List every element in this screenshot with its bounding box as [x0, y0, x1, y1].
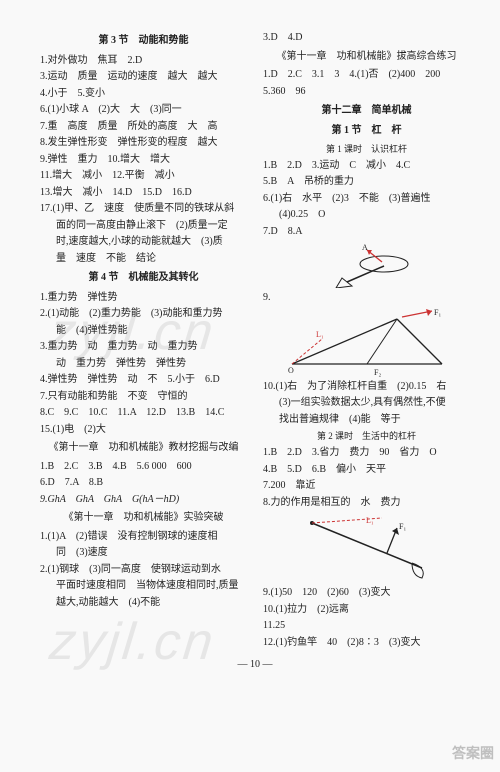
left-column: 第 3 节 动能和势能 1.对外做功 焦耳 2.D 3.运动 质量 运动的速度 …: [40, 30, 247, 651]
group-3-title: 《第十一章 功和机械能》拔高综合练习: [263, 49, 470, 66]
ch12-k2: 第 2 课时 生活中的杠杆: [263, 429, 470, 444]
k1-6a: 6.(1)右 水平 (2)3 不能 (3)普遍性: [263, 191, 470, 208]
label-l1: L₁: [316, 330, 324, 339]
corner-brand: 答案圈: [452, 743, 494, 766]
lever-diagram-a: A: [312, 242, 422, 288]
g2-2b: 平面时速度相同 当物体速度相同时,质量: [40, 578, 247, 595]
k2-9: 9.(1)50 120 (2)60 (3)变大: [263, 585, 470, 602]
group-1-title: 《第十一章 功和机械能》教材挖掘与改编: [40, 440, 247, 457]
ch12-title: 第十二章 简单机械: [263, 103, 470, 120]
ch12-k1: 第 1 课时 认识杠杆: [263, 142, 470, 157]
ans-4-3b: 动 重力势 弹性势 弹性势: [40, 356, 247, 373]
ans-3-17a: 17.(1)甲、乙 速度 使质量不同的铁球从斜: [40, 201, 247, 218]
g3-1: 1.D 2.C 3.1 3 4.(1)否 (2)400 200: [263, 67, 470, 84]
ans-3-6: 6.(1)小球 A (2)大 大 (3)同一: [40, 102, 247, 119]
ans-4-4: 4.弹性势 弹性势 动 不 5.小于 6.D: [40, 372, 247, 389]
ans-4-1: 1.重力势 弹性势: [40, 290, 247, 307]
k2-1: 1.B 2.D 3.省力 费力 90 省力 O: [263, 445, 470, 462]
ans-3-4: 4.小于 5.变小: [40, 86, 247, 103]
lever-diagram-9: F₁ O F₂ L₁: [282, 309, 452, 377]
k1-10c: 找出普遍规律 (4)能 等于: [263, 412, 470, 429]
k1-7: 7.D 8.A: [263, 224, 470, 241]
ans-3-8: 8.发生弹性形变 弹性形变的程度 越大: [40, 135, 247, 152]
ch12-s1: 第 1 节 杠 杆: [263, 123, 470, 140]
label-f2: F₂: [374, 368, 381, 377]
r-top: 3.D 4.D: [263, 30, 470, 47]
ans-3-17c: 时,速度越大,小球的动能就越大 (3)质: [40, 234, 247, 251]
k1-1: 1.B 2.D 3.运动 C 减小 4.C: [263, 158, 470, 175]
ans-4-8: 8.C 9.C 10.C 11.A 12.D 13.B 14.C: [40, 405, 247, 422]
k1-5: 5.B A 吊桥的重力: [263, 174, 470, 191]
ans-4-3a: 3.重力势 动 重力势 动 重力势: [40, 339, 247, 356]
label-f1b: F₁: [399, 522, 406, 531]
label-o: O: [288, 366, 294, 375]
g3-5: 5.360 96: [263, 84, 470, 101]
k2-10: 10.(1)拉力 (2)远离: [263, 602, 470, 619]
k1-10b: (3)一组实验数据太少,具有偶然性,不便: [263, 395, 470, 412]
lever-diagram-bottom: L₁ F₁: [292, 513, 442, 583]
page-number: — 10 —: [40, 657, 470, 674]
ans-3-11: 11.增大 减小 12.平衡 减小: [40, 168, 247, 185]
section-4-title: 第 4 节 机械能及其转化: [40, 270, 247, 287]
label-l1b: L₁: [366, 516, 374, 525]
g2-2c: 越大,动能越大 (4)不能: [40, 595, 247, 612]
ans-4-2a: 2.(1)动能 (2)重力势能 (3)动能和重力势: [40, 306, 247, 323]
section-3-title: 第 3 节 动能和势能: [40, 33, 247, 50]
ans-3-1: 1.对外做功 焦耳 2.D: [40, 53, 247, 70]
g2-1a: 1.(1)A (2)错误 没有控制钢球的速度相: [40, 529, 247, 546]
g1-1: 1.B 2.C 3.B 4.B 5.6 000 600: [40, 459, 247, 476]
ans-4-2b: 能 (4)弹性势能: [40, 323, 247, 340]
g2-1b: 同 (3)速度: [40, 545, 247, 562]
ans-4-7: 7.只有动能和势能 不变 守恒的: [40, 389, 247, 406]
ans-3-17b: 面的同一高度由静止滚下 (2)质量一定: [40, 218, 247, 235]
k2-7: 7.200 靠近: [263, 478, 470, 495]
two-column-layout: 第 3 节 动能和势能 1.对外做功 焦耳 2.D 3.运动 质量 运动的速度 …: [40, 30, 470, 651]
k2-11: 11.25: [263, 618, 470, 635]
ans-3-9: 9.弹性 重力 10.增大 增大: [40, 152, 247, 169]
k1-10a: 10.(1)右 为了消除杠杆自重 (2)0.15 右: [263, 379, 470, 396]
k2-12: 12.(1)钓鱼竿 40 (2)8∶3 (3)变大: [263, 635, 470, 652]
ans-3-17d: 量 速度 不能 结论: [40, 251, 247, 268]
k1-9: 9.: [263, 290, 470, 307]
k2-4: 4.B 5.D 6.B 偏小 天平: [263, 462, 470, 479]
g1-9: 9.GhA GhA GhA G(hA－hD): [40, 492, 247, 509]
g1-6: 6.D 7.A 8.B: [40, 475, 247, 492]
g2-2a: 2.(1)钢球 (3)同一高度 使钢球运动到水: [40, 562, 247, 579]
k1-6b: (4)0.25 O: [263, 207, 470, 224]
ans-3-7: 7.重 高度 质量 所处的高度 大 高: [40, 119, 247, 136]
ans-4-15: 15.(1)电 (2)大: [40, 422, 247, 439]
ans-3-13: 13.增大 减小 14.D 15.D 16.D: [40, 185, 247, 202]
right-column: 3.D 4.D 《第十一章 功和机械能》拔高综合练习 1.D 2.C 3.1 3…: [263, 30, 470, 651]
group-2-title: 《第十一章 功和机械能》实验突破: [40, 510, 247, 527]
ans-3-3: 3.运动 质量 运动的速度 越大 越大: [40, 69, 247, 86]
page-container: zyjl.cn zyjl.cn 第 3 节 动能和势能 1.对外做功 焦耳 2.…: [0, 0, 500, 772]
label-f1: F₁: [434, 309, 441, 317]
label-a: A: [362, 243, 368, 252]
k2-8: 8.力的作用是相互的 水 费力: [263, 495, 470, 512]
